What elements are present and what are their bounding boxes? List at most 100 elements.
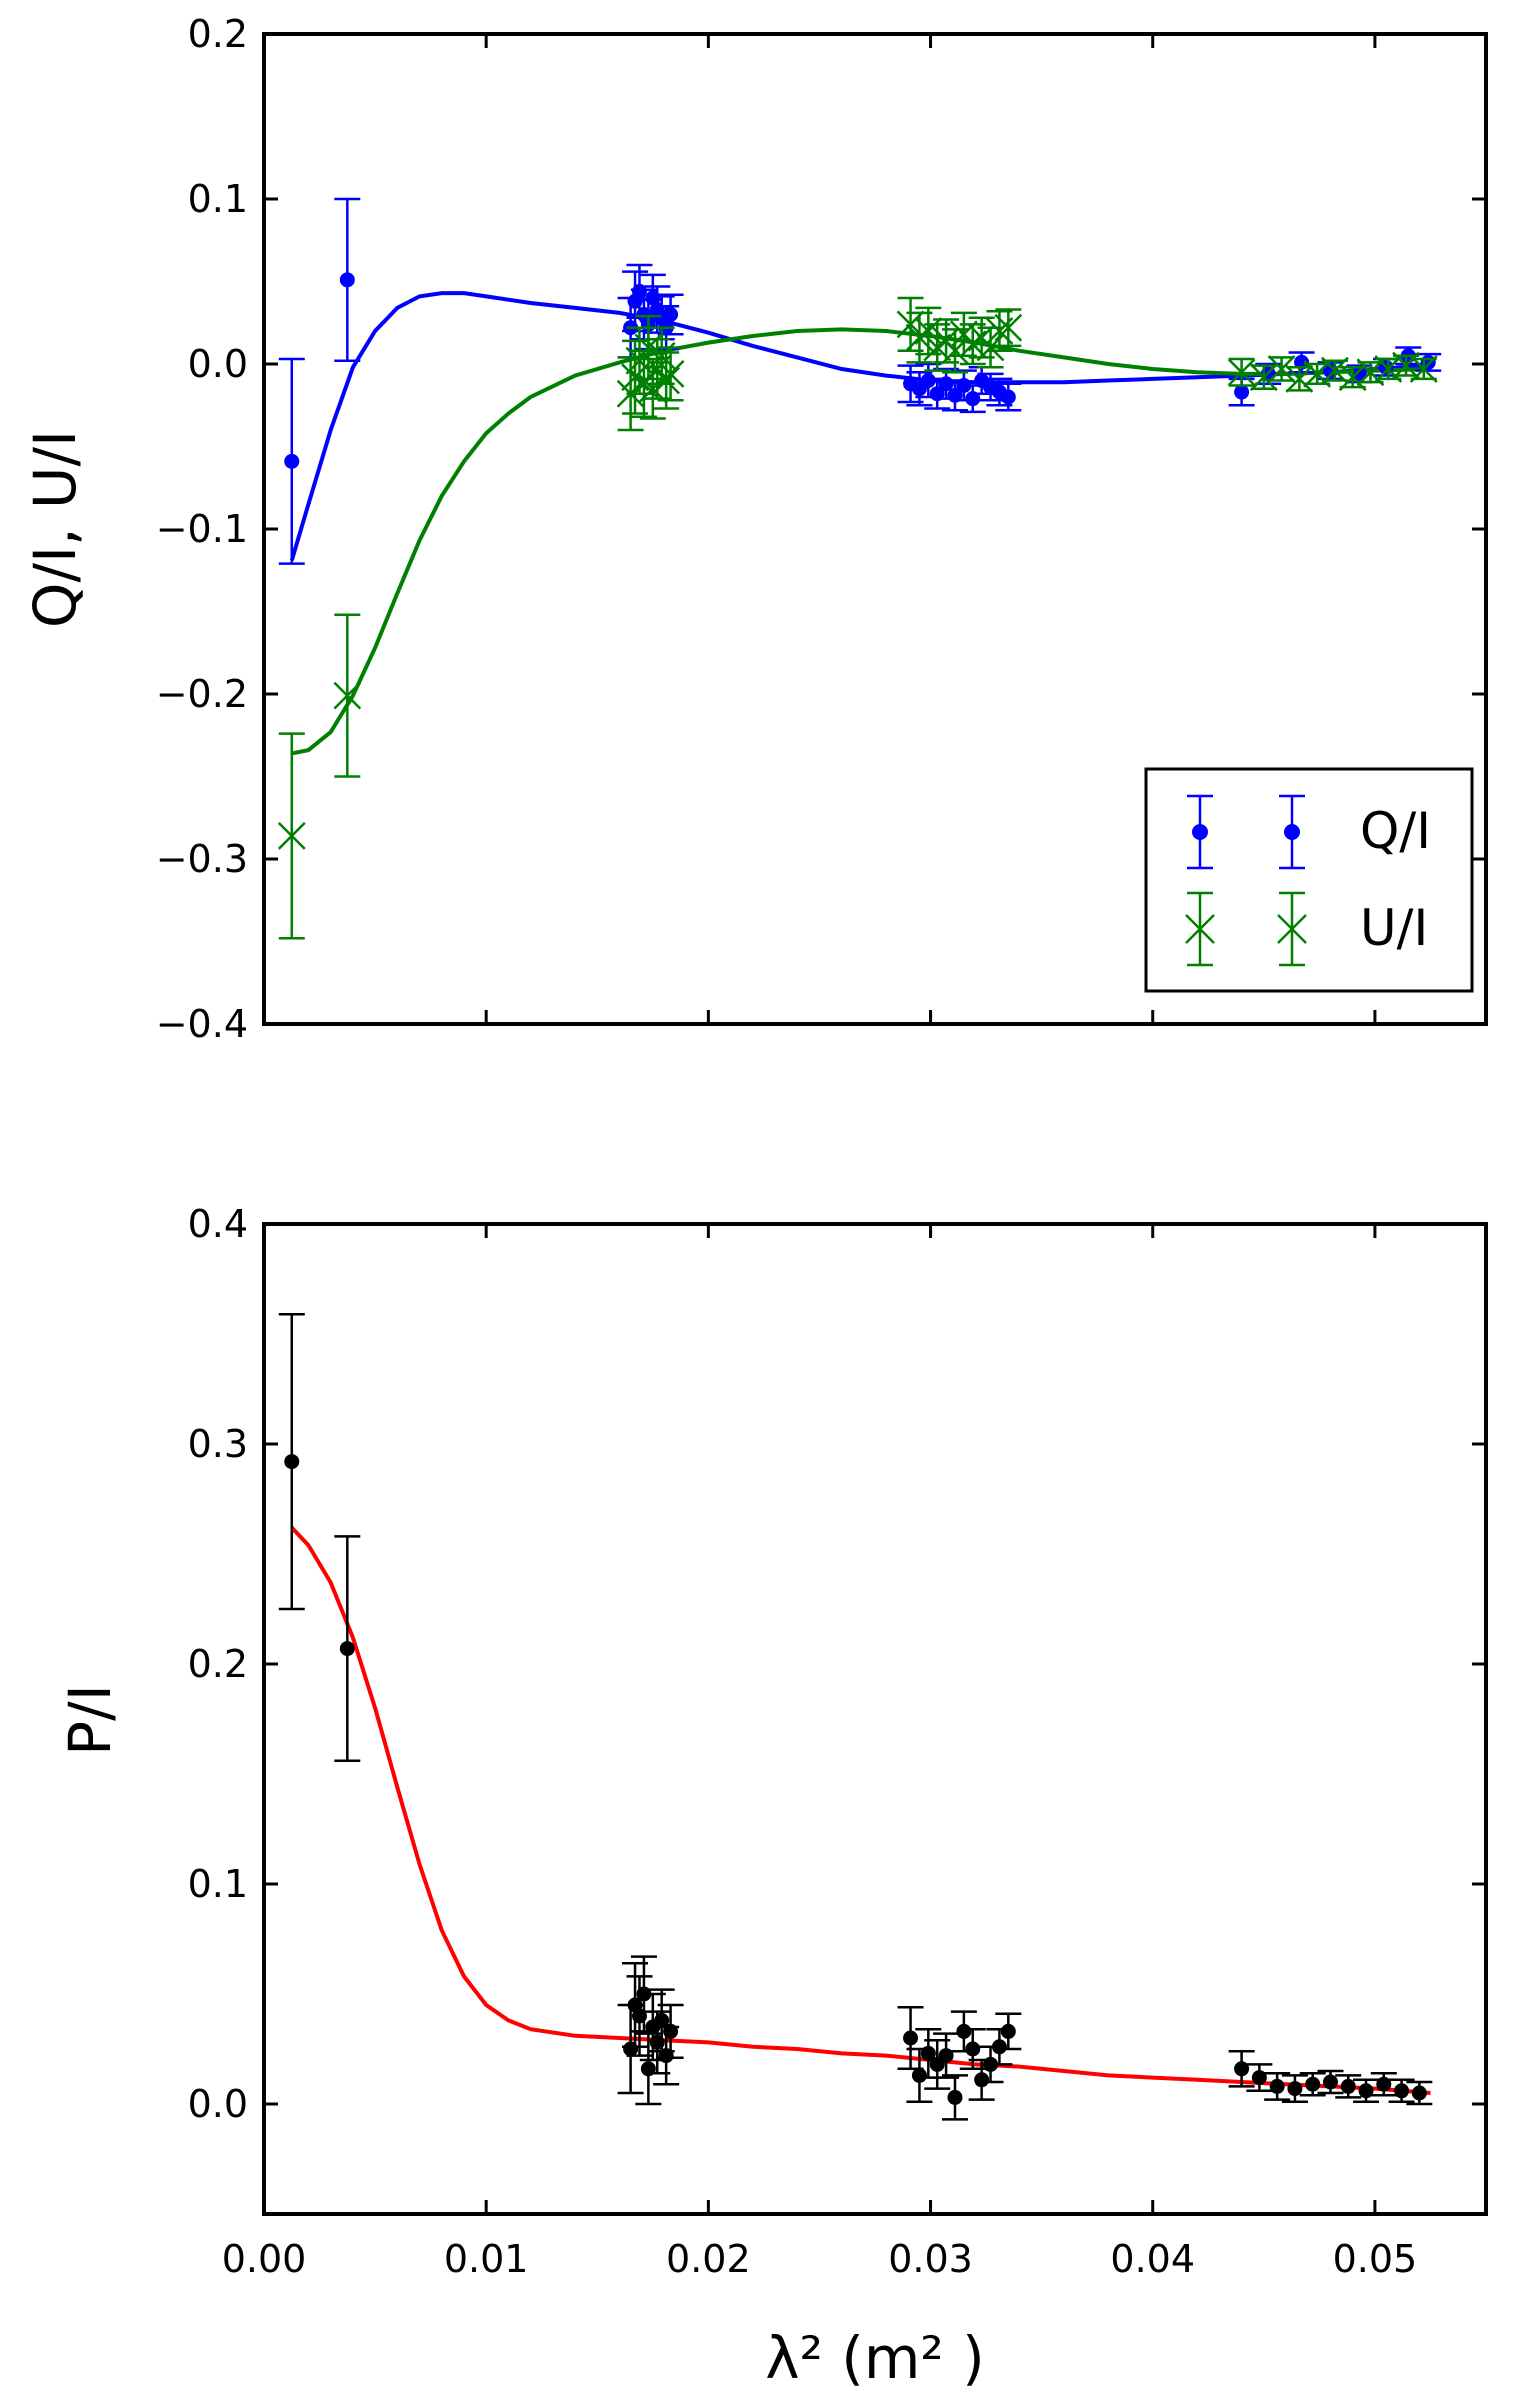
marker-dot (1000, 2023, 1016, 2039)
marker-dot (1287, 2081, 1303, 2097)
data-point-u-i (1267, 355, 1296, 383)
legend-label-u: U/I (1360, 899, 1428, 957)
marker-dot (1305, 2076, 1321, 2092)
data-point-p-i (617, 2003, 644, 2095)
marker-dot (991, 2039, 1007, 2055)
marker-dot (965, 2041, 981, 2057)
marker-dot (1376, 2076, 1392, 2092)
marker-x (1321, 356, 1349, 385)
data-point-p-i (1370, 2071, 1397, 2097)
data-point-u-i (1374, 355, 1403, 383)
legend-marker-x (1277, 914, 1307, 944)
y-tick-label: −0.4 (156, 1002, 248, 1046)
data-point-q-i (278, 357, 305, 565)
fit-curve-bottom (290, 1526, 1431, 2095)
marker-dot (956, 2023, 972, 2039)
marker-dot (1269, 2078, 1285, 2094)
marker-dot (920, 2045, 936, 2061)
data-point-u-i (1285, 364, 1314, 393)
y-tick-label: 0.0 (188, 2082, 248, 2126)
legend: Q/I U/I (1144, 767, 1474, 993)
x-tick-label: 0.00 (222, 2237, 307, 2281)
marker-dot (1411, 2085, 1427, 2101)
marker-x (1249, 363, 1278, 392)
data-point-p-i (334, 1535, 361, 1763)
ticks-bottom: 0.00 0.01 0.02 0.03 0.04 0.05 0.0 0.1 0.2 0.3 0.4 (188, 1202, 1486, 2281)
data-point-p-i (1264, 2071, 1291, 2101)
marker-dot (1358, 2083, 1374, 2099)
fit-curve-q-i (289, 291, 1431, 561)
marker-x (656, 360, 685, 388)
plot-frame-bottom (262, 1222, 1488, 2216)
marker-dot (663, 307, 679, 322)
data-points-bottom (278, 1312, 1433, 2121)
marker-dot (1234, 2061, 1250, 2077)
x-tick-label: 0.05 (1333, 2237, 1418, 2281)
marker-dot (974, 2072, 990, 2088)
y-tick-label: −0.1 (156, 507, 248, 551)
marker-dot (1234, 384, 1250, 400)
data-point-p-i (941, 2074, 968, 2121)
data-point-u-i (1249, 363, 1278, 392)
marker-dot (1322, 2074, 1338, 2090)
y-tick-label: −0.3 (156, 837, 248, 881)
marker-dot (1000, 389, 1016, 405)
marker-x (914, 317, 943, 345)
legend-marker-dot (1192, 824, 1208, 840)
data-point-u-i (1227, 357, 1256, 387)
marker-dot (903, 2030, 919, 2046)
marker-x (1227, 358, 1256, 387)
marker-x (652, 366, 681, 395)
data-point-u-i (1409, 355, 1438, 383)
marker-dot (1251, 2070, 1267, 2086)
data-point-p-i (1406, 2080, 1433, 2106)
y-tick-label: −0.2 (156, 672, 248, 716)
marker-dot (654, 2012, 670, 2028)
data-point-p-i (1281, 2074, 1308, 2104)
marker-x (333, 681, 362, 710)
panel-p: 0.00 0.01 0.02 0.03 0.04 0.050.00.10.20.30.4 … (56, 1202, 1488, 2392)
x-tick-label: 0.03 (888, 2237, 973, 2281)
marker-dot (920, 373, 936, 388)
data-point-p-i (1228, 2049, 1255, 2088)
marker-x (994, 313, 1023, 342)
x-tick-label: 0.04 (1110, 2237, 1195, 2281)
marker-dot (284, 453, 300, 469)
marker-dot (663, 2023, 679, 2039)
legend-marker-dot (1284, 824, 1300, 840)
marker-dot (284, 1454, 300, 1470)
data-point-p-i (1388, 2078, 1415, 2104)
ticks-top: −0.4 −0.3 −0.2 −0.1 0.0 0.1 0.2 (156, 12, 1486, 1046)
marker-x (277, 822, 306, 850)
data-point-u-i (1338, 363, 1367, 392)
data-point-u-i (1392, 351, 1420, 380)
y-tick-label: 0.1 (188, 177, 248, 221)
marker-x (1392, 351, 1420, 380)
data-point-p-i (1246, 2063, 1273, 2093)
x-axis-label: λ² (m² ) (765, 2324, 984, 2392)
fit-curves-top (289, 291, 1431, 756)
data-point-u-i (277, 732, 306, 940)
marker-x (1303, 360, 1332, 388)
data-point-p-i (933, 2032, 960, 2079)
data-point-p-i (1317, 2069, 1344, 2095)
y-tick-label: 0.0 (188, 342, 248, 386)
marker-dot (911, 2067, 927, 2083)
data-point-p-i (1299, 2071, 1326, 2097)
data-point-u-i (914, 306, 943, 356)
data-point-p-i (968, 2058, 995, 2101)
marker-dot (339, 1641, 355, 1657)
marker-dot (947, 2089, 963, 2105)
data-point-p-i (657, 2003, 684, 2060)
marker-dot (1340, 2078, 1356, 2094)
y-tick-label: 0.1 (188, 1862, 248, 1906)
x-tick-label: 0.02 (666, 2237, 751, 2281)
data-point-q-i (334, 197, 361, 362)
marker-dot (339, 272, 355, 288)
data-point-u-i (994, 308, 1023, 348)
data-point-u-i (656, 346, 685, 402)
marker-x (1338, 363, 1367, 392)
y-tick-label: 0.2 (188, 1642, 248, 1686)
fit-curve-p-i (290, 1526, 1431, 2095)
